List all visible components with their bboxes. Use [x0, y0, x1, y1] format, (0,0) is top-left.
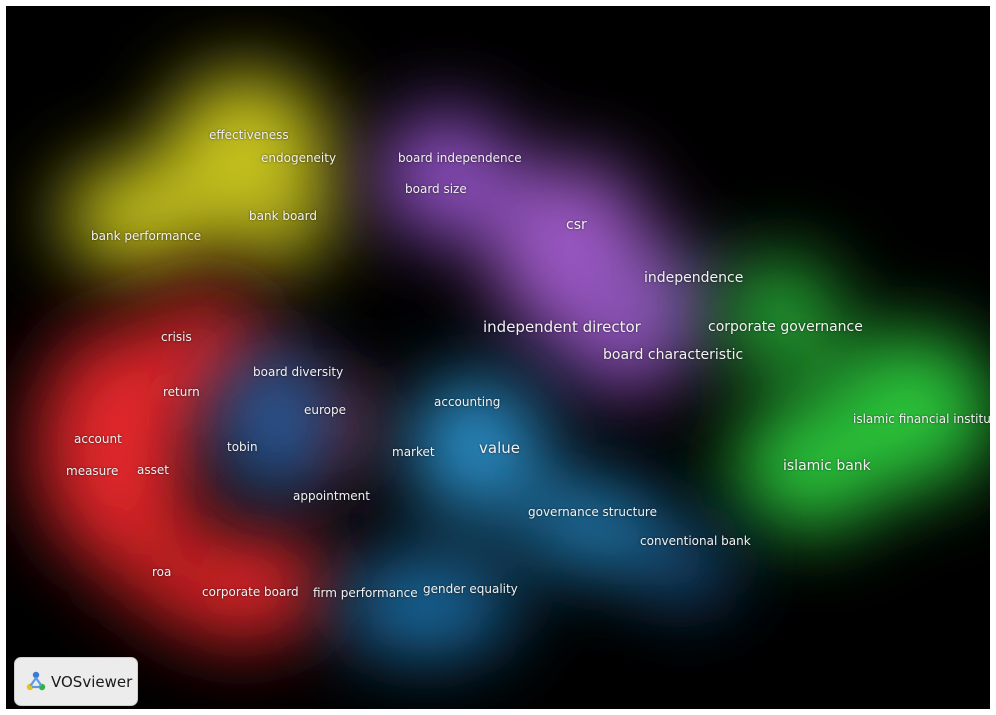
- blue-cluster-density: [216, 346, 736, 656]
- blue-blob: [636, 531, 736, 601]
- term-corporate-board[interactable]: corporate board: [202, 585, 299, 599]
- term-independence[interactable]: independence: [644, 270, 744, 286]
- term-accounting[interactable]: accounting: [434, 395, 501, 409]
- purple-blob: [376, 111, 516, 241]
- blue-blob: [336, 556, 516, 656]
- term-board-characteristic[interactable]: board characteristic: [603, 347, 744, 363]
- term-csr[interactable]: csr: [566, 217, 587, 233]
- blue-blob: [521, 481, 661, 571]
- term-governance-structure[interactable]: governance structure: [528, 505, 657, 519]
- term-board-size[interactable]: board size: [405, 182, 467, 196]
- term-asset[interactable]: asset: [137, 463, 169, 477]
- yellow-cluster-density: [61, 71, 336, 271]
- term-bank-performance[interactable]: bank performance: [91, 229, 202, 243]
- blue-blob: [406, 376, 546, 516]
- purple-blob: [631, 251, 721, 331]
- term-islamic-financial-institution[interactable]: islamic financial institution: [853, 412, 990, 426]
- yellow-blob: [61, 161, 211, 271]
- red-blob: [36, 326, 196, 566]
- term-effectiveness[interactable]: effectiveness: [209, 128, 289, 142]
- term-roa[interactable]: roa: [152, 565, 172, 579]
- term-account[interactable]: account: [74, 432, 122, 446]
- blue-blob: [216, 346, 336, 496]
- term-bank-board[interactable]: bank board: [249, 209, 317, 223]
- vosviewer-logo-text: VOSviewer: [51, 672, 133, 691]
- green-cluster-density: [721, 256, 990, 531]
- term-return[interactable]: return: [163, 385, 200, 399]
- term-value[interactable]: value: [479, 439, 520, 457]
- vosviewer-logo: VOSviewer: [14, 657, 138, 706]
- term-endogeneity[interactable]: endogeneity: [261, 151, 337, 165]
- term-market[interactable]: market: [392, 445, 435, 459]
- term-tobin[interactable]: tobin: [227, 440, 258, 454]
- density-map[interactable]: effectiveness endogeneity bank board ban…: [6, 6, 990, 709]
- purple-cluster-density: [376, 111, 721, 391]
- green-blob: [721, 256, 841, 376]
- red-blob: [111, 521, 211, 611]
- term-corporate-governance[interactable]: corporate governance: [708, 319, 863, 335]
- term-conventional-bank[interactable]: conventional bank: [640, 534, 751, 548]
- vosviewer-logo-icon: [26, 671, 46, 690]
- red-cluster-density: [36, 296, 371, 641]
- green-blob: [731, 401, 891, 531]
- term-independent-director[interactable]: independent director: [483, 318, 641, 336]
- term-board-independence[interactable]: board independence: [398, 151, 522, 165]
- term-board-diversity[interactable]: board diversity: [253, 365, 344, 379]
- term-measure[interactable]: measure: [66, 464, 119, 478]
- term-firm-performance[interactable]: firm performance: [313, 586, 418, 600]
- term-islamic-bank[interactable]: islamic bank: [783, 458, 871, 474]
- density-blobs: [36, 71, 990, 656]
- yellow-blob: [216, 176, 336, 266]
- term-gender-equality[interactable]: gender equality: [423, 582, 518, 596]
- term-crisis[interactable]: crisis: [161, 330, 192, 344]
- term-appointment[interactable]: appointment: [293, 489, 370, 503]
- term-europe[interactable]: europe: [304, 403, 346, 417]
